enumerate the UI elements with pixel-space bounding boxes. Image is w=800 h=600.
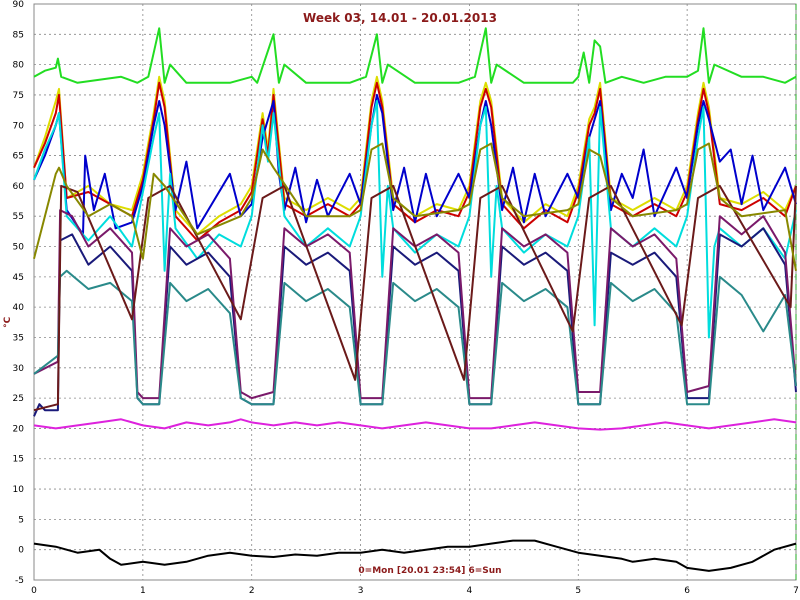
y-tick-label: 0: [18, 546, 24, 556]
series-line: [33, 418, 797, 431]
y-tick-label: 90: [13, 0, 25, 10]
y-axis-label: °C: [3, 316, 13, 328]
x-tick-label: 0: [31, 586, 37, 596]
y-tick-label: 15: [13, 455, 24, 465]
y-tick-label: 30: [13, 364, 25, 374]
x-tick-label: 2: [249, 586, 255, 596]
series-line: [33, 27, 797, 84]
chart-title: Week 03, 14.01 - 20.01.2013: [303, 11, 497, 25]
series-line: [33, 142, 797, 271]
y-tick-label: 75: [13, 91, 24, 101]
x-tick-label: 1: [140, 586, 146, 596]
series-line: [33, 184, 797, 412]
x-tick-label: 4: [467, 586, 473, 596]
y-tick-label: 35: [13, 333, 24, 343]
y-tick-label: 55: [13, 212, 24, 222]
y-tick-label: 80: [13, 61, 25, 71]
y-tick-label: 20: [13, 424, 25, 434]
chart-footer: 0=Mon [20.01 23:54] 6=Sun: [358, 566, 501, 576]
y-tick-label: 40: [13, 303, 25, 313]
y-tick-label: 45: [13, 273, 24, 283]
series-line: [33, 269, 797, 406]
y-tick-label: -5: [15, 576, 24, 586]
plot-area: [33, 3, 797, 581]
y-tick-label: 50: [13, 243, 25, 253]
x-tick-label: 5: [575, 586, 581, 596]
y-tick-label: 70: [13, 121, 25, 131]
y-tick-label: 85: [13, 30, 24, 40]
x-tick-label: 3: [358, 586, 364, 596]
y-tick-label: 60: [13, 182, 25, 192]
series-line: [33, 539, 797, 572]
y-tick-label: 25: [13, 394, 24, 404]
series-layer: [33, 27, 797, 572]
x-tick-label: 7: [793, 586, 799, 596]
series-line: [33, 93, 797, 236]
series-line: [33, 209, 797, 400]
x-tick-label: 6: [684, 586, 690, 596]
y-tick-label: 10: [13, 485, 25, 495]
y-tick-label: 65: [13, 152, 24, 162]
y-tick-label: 5: [18, 515, 24, 525]
